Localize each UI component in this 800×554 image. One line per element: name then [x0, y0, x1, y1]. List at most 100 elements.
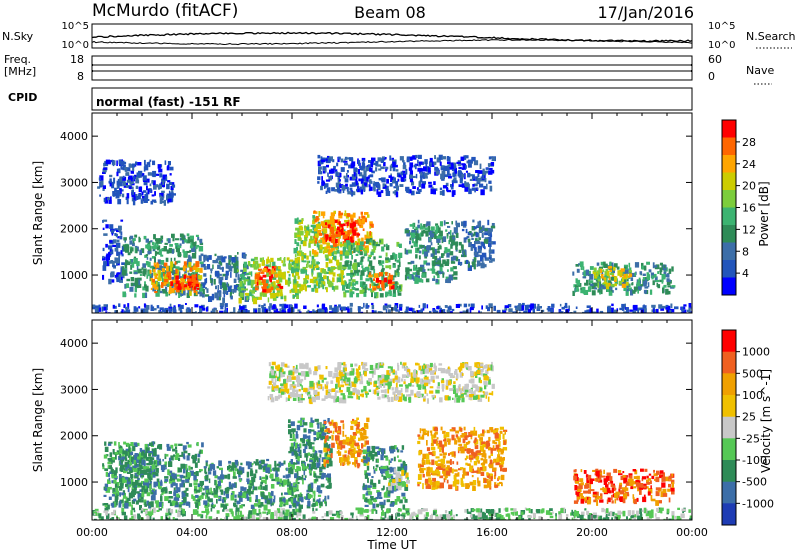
power-cell: [276, 289, 281, 294]
power-cell: [99, 175, 104, 182]
velocity-cell: [194, 453, 197, 460]
power-cell: [149, 257, 152, 261]
power-cell: [183, 274, 187, 279]
power-cell: [671, 266, 674, 272]
power-cell: [170, 192, 174, 198]
power-cell: [683, 307, 686, 310]
power-cell: [199, 267, 203, 273]
power-cell: [386, 178, 389, 184]
power-cbar-swatch: [722, 260, 736, 278]
power-cell: [609, 269, 612, 273]
power-cell: [661, 273, 666, 280]
power-cell: [579, 261, 584, 266]
power-cell: [375, 242, 378, 245]
power-cell: [286, 257, 290, 261]
power-cell: [318, 240, 321, 243]
power-cell: [547, 306, 551, 312]
power-cell: [436, 236, 439, 240]
velocity-cell: [175, 501, 178, 505]
power-cell: [461, 221, 466, 227]
power-cell: [375, 244, 381, 247]
power-cell: [488, 256, 492, 260]
power-cell: [490, 162, 495, 166]
power-cell: [427, 172, 429, 175]
power-cell: [410, 260, 415, 264]
power-cell: [150, 272, 154, 278]
velocity-cell: [169, 502, 174, 507]
power-cell: [118, 183, 120, 189]
power-cell: [295, 271, 300, 276]
power-cell: [427, 167, 431, 173]
power-cell: [336, 172, 340, 177]
velocity-cell: [261, 495, 265, 500]
power-cell: [653, 308, 655, 313]
power-cell: [621, 283, 626, 288]
power-cell: [262, 274, 267, 278]
power-cell: [458, 184, 463, 187]
power-cell: [129, 235, 134, 240]
power-cell: [392, 289, 396, 295]
velocity-cell: [179, 474, 184, 478]
power-cell: [329, 259, 333, 264]
power-cell: [289, 304, 293, 308]
power-cell: [244, 292, 249, 296]
velocity-cell: [126, 444, 129, 447]
velocity-cell: [282, 497, 286, 503]
power-cell: [439, 187, 443, 191]
power-cell: [373, 278, 375, 281]
power-cell: [151, 241, 155, 246]
power-cell: [250, 258, 255, 262]
power-cell: [254, 260, 259, 265]
power-cell: [412, 272, 416, 275]
velocity-cell: [192, 495, 196, 501]
power-cell: [316, 266, 320, 270]
power-cell: [464, 187, 469, 192]
power-cell: [690, 311, 692, 313]
power-cell: [218, 278, 220, 284]
power-cell: [153, 201, 157, 203]
power-cell: [470, 303, 475, 309]
power-cell: [471, 187, 477, 191]
power-cell: [146, 162, 149, 165]
power-cell: [330, 247, 335, 251]
power-cell: [279, 274, 282, 280]
power-cell: [119, 279, 123, 283]
power-cell: [177, 260, 181, 263]
power-cell: [115, 193, 120, 199]
power-cell: [229, 293, 232, 298]
power-cell: [130, 170, 134, 174]
power-cell: [440, 173, 445, 180]
power-cell: [403, 178, 407, 182]
power-cell: [166, 183, 170, 190]
velocity-cell: [284, 492, 289, 495]
power-cell: [362, 178, 364, 182]
velocity-cell: [284, 499, 289, 506]
power-cell: [266, 288, 271, 293]
power-cell: [178, 276, 182, 279]
power-cell: [425, 278, 430, 283]
power-cell: [400, 177, 405, 182]
power-cell: [142, 175, 147, 181]
power-cell: [186, 275, 190, 278]
power-cell: [336, 249, 340, 254]
power-cell: [305, 233, 309, 238]
power-cell: [138, 279, 141, 286]
power-cell: [178, 292, 182, 297]
velocity-cell: [197, 483, 201, 488]
power-cell: [318, 166, 322, 170]
power-cell: [355, 253, 359, 256]
power-cell: [218, 291, 222, 298]
power-cell: [377, 191, 382, 197]
power-cbar-swatch: [722, 190, 736, 208]
power-cell: [435, 170, 440, 175]
power-cell: [299, 244, 302, 250]
power-cell: [313, 210, 316, 213]
power-cell: [613, 266, 616, 271]
power-cell: [322, 309, 326, 313]
power-cell: [424, 256, 428, 259]
power-cell: [181, 289, 183, 294]
power-cell: [490, 241, 493, 244]
power-cell: [447, 278, 451, 284]
power-ytick-label: 1000: [60, 269, 88, 282]
power-cell: [448, 175, 452, 179]
